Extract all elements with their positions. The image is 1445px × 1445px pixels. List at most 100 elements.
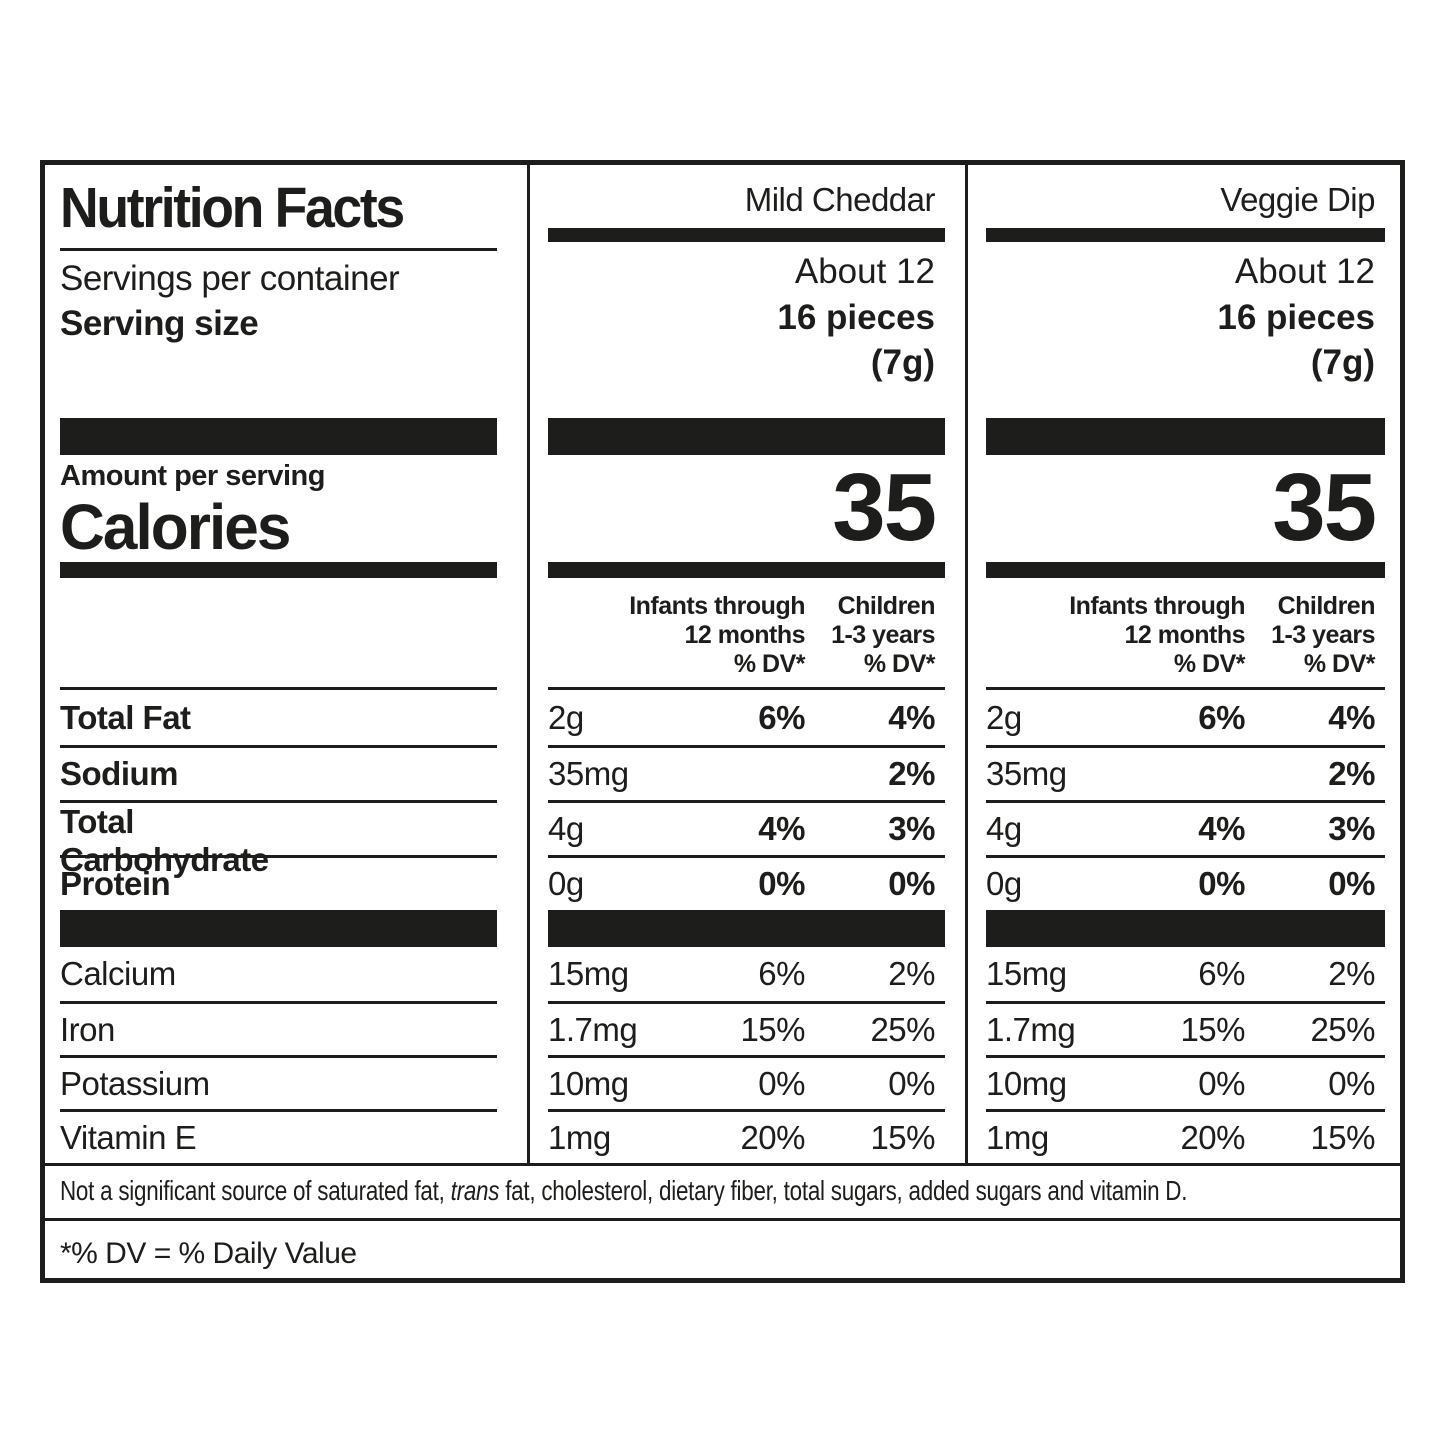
mineral-name: Vitamin E: [60, 1118, 197, 1156]
children-dv-value: 25%: [870, 1010, 935, 1048]
infants-header-line1: Infants through: [629, 592, 805, 620]
children-dv-value: 0%: [1328, 1064, 1375, 1102]
thick-divider-bar: [548, 418, 945, 455]
infants-dv-value: 0%: [758, 1064, 805, 1102]
infants-dv-value: 20%: [1180, 1118, 1245, 1156]
thin-divider-bar: [60, 562, 497, 578]
nutrient-name: Sodium: [60, 755, 179, 792]
thin-divider-bar: [986, 562, 1385, 578]
children-dv-value: 25%: [1310, 1010, 1375, 1048]
servings-per-container-value: About 12: [794, 252, 935, 291]
mineral-name: Iron: [60, 1010, 115, 1048]
table-row: 10mg 0% 0%: [548, 1055, 945, 1109]
infants-dv-value: 6%: [1198, 698, 1245, 736]
children-dv-value: 4%: [888, 698, 935, 736]
children-header-line2: 1-3 years: [1271, 621, 1375, 649]
infants-dv-value: 4%: [758, 810, 805, 847]
infants-dv-header: Infants through 12 months % DV*: [548, 592, 805, 679]
footnote-italic-trans: trans: [450, 1175, 500, 1206]
footnote-part1: Not a significant source of saturated fa…: [60, 1175, 451, 1206]
children-dv-value: 2%: [1328, 955, 1375, 992]
product-name: Mild Cheddar: [744, 181, 936, 218]
infants-dv-value: 0%: [1198, 865, 1245, 902]
nutrient-name: Protein: [60, 865, 171, 902]
table-row: Vitamin E: [60, 1109, 497, 1163]
mineral-amount: 10mg: [986, 1064, 1067, 1102]
children-dv-value: 0%: [888, 1064, 935, 1102]
nutrient-amount: 2g: [986, 698, 1022, 736]
nutrient-amount: 35mg: [986, 755, 1067, 792]
product-name-bar: [986, 228, 1385, 242]
children-dv-value: 2%: [888, 955, 935, 992]
mineral-amount: 1.7mg: [548, 1010, 638, 1048]
children-dv-value: 3%: [888, 810, 935, 847]
serving-weight-value: (7g): [870, 343, 935, 382]
mineral-amount: 1mg: [986, 1118, 1049, 1156]
infants-header-dv: % DV*: [1173, 650, 1246, 678]
children-dv-value: 4%: [1328, 698, 1375, 736]
nutrient-amount: 35mg: [548, 755, 629, 792]
serving-size-label: Serving size: [60, 304, 259, 343]
nutrient-value-rows: 2g 6% 4% 35mg 2% 4g 4% 3%: [548, 687, 945, 910]
children-header-line2: 1-3 years: [831, 621, 935, 649]
serving-size-value: 16 pieces: [1217, 298, 1375, 337]
table-row: Sodium: [60, 745, 497, 800]
infants-dv-value: 0%: [758, 865, 805, 902]
table-row: Protein: [60, 855, 497, 910]
table-row: 2g 6% 4%: [548, 690, 945, 745]
infants-header-line1: Infants through: [1069, 592, 1245, 620]
header-block-labels: Nutrition Facts Servings per container S…: [60, 165, 497, 418]
product-column-mild-cheddar: Mild Cheddar About 12 16 pieces (7g) 35 …: [527, 165, 965, 1163]
calories-block-product: 35: [548, 455, 945, 562]
table-row: 35mg 2%: [986, 745, 1385, 800]
footnote-text: Not a significant source of saturated fa…: [60, 1175, 1187, 1206]
children-header-dv: % DV*: [863, 650, 936, 678]
infants-header-dv: % DV*: [733, 650, 806, 678]
infants-dv-value: 6%: [758, 698, 805, 736]
mineral-amount: 1.7mg: [986, 1010, 1076, 1048]
table-row: 1mg 20% 15%: [548, 1109, 945, 1163]
table-row: Total Carbohydrate: [60, 800, 497, 878]
calories-block-product: 35: [986, 455, 1385, 562]
calories-value: 35: [832, 454, 937, 561]
minerals-divider-bar: [548, 910, 945, 947]
infants-dv-value: 20%: [740, 1118, 805, 1156]
mineral-amount: 1mg: [548, 1118, 611, 1156]
dv-column-headers: Infants through 12 months % DV* Children…: [986, 578, 1385, 687]
calories-block-labels: Amount per serving Calories: [60, 455, 497, 562]
product-column-veggie-dip: Veggie Dip About 12 16 pieces (7g) 35 In…: [965, 165, 1400, 1163]
mineral-amount: 10mg: [548, 1064, 629, 1102]
infants-header-line2: 12 months: [1124, 621, 1245, 649]
children-dv-value: 15%: [1310, 1118, 1375, 1156]
columns-container: Nutrition Facts Servings per container S…: [45, 165, 1400, 1163]
calories-label: Calories: [60, 491, 291, 563]
nutrient-amount: 2g: [548, 698, 584, 736]
serving-weight-value: (7g): [1310, 343, 1375, 382]
table-row: 10mg 0% 0%: [986, 1055, 1385, 1109]
footnote-part2: fat, cholesterol, dietary fiber, total s…: [499, 1175, 1188, 1206]
table-row: 15mg 6% 2%: [548, 947, 945, 1001]
table-row: 1.7mg 15% 25%: [986, 1001, 1385, 1055]
infants-header-line2: 12 months: [684, 621, 805, 649]
nutrient-amount: 0g: [548, 865, 584, 902]
minerals-divider-bar: [60, 910, 497, 947]
mineral-name: Potassium: [60, 1064, 210, 1102]
children-dv-value: 0%: [888, 865, 935, 902]
minerals-divider-bar: [986, 910, 1385, 947]
table-row: 35mg 2%: [548, 745, 945, 800]
children-dv-header: Children 1-3 years % DV*: [805, 592, 945, 679]
table-row: Iron: [60, 1001, 497, 1055]
infants-dv-header: Infants through 12 months % DV*: [986, 592, 1245, 679]
children-header-line1: Children: [1277, 592, 1376, 620]
children-dv-value: 2%: [888, 755, 935, 792]
mineral-value-rows: 15mg 6% 2% 1.7mg 15% 25% 10mg 0% 0%: [986, 947, 1385, 1163]
table-row: Calcium: [60, 947, 497, 1001]
children-header-line1: Children: [837, 592, 936, 620]
panel-title: Nutrition Facts: [60, 176, 405, 240]
product-name: Veggie Dip: [1220, 181, 1375, 218]
table-row: 0g 0% 0%: [548, 855, 945, 910]
title-rule: [60, 248, 497, 251]
servings-per-container-value: About 12: [1234, 252, 1375, 291]
nutrient-name: Total Carbohydrate: [60, 803, 269, 878]
